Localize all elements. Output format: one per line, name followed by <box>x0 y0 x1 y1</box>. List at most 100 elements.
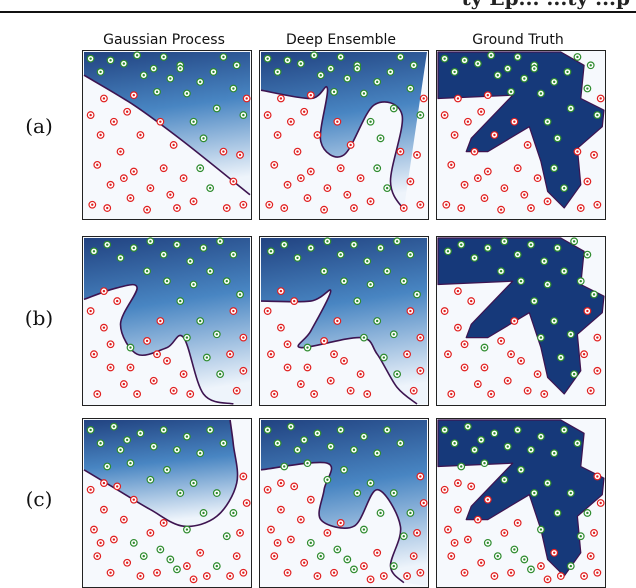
negative-point-b-deep-ensemble-13 <box>356 370 365 379</box>
positive-point-a-gaussian-process-3 <box>119 59 128 68</box>
positive-point-a-ground-truth-15 <box>543 117 552 126</box>
negative-point-c-gaussian-process-22 <box>159 519 168 527</box>
negative-point-b-deep-ensemble-23 <box>277 287 285 296</box>
positive-point-b-gaussian-process-7 <box>186 257 195 266</box>
negative-point-c-ground-truth-6 <box>477 558 486 567</box>
positive-point-a-gaussian-process-14 <box>232 61 241 70</box>
positive-point-b-ground-truth-3 <box>483 244 492 252</box>
negative-point-a-ground-truth-23 <box>593 200 602 209</box>
negative-point-b-ground-truth-13 <box>533 370 542 379</box>
positive-point-b-ground-truth-8 <box>553 244 562 252</box>
positive-point-c-gaussian-process-12 <box>126 459 135 468</box>
column-title-gaussian-process: Gaussian Process <box>103 32 225 48</box>
positive-point-b-gaussian-process-8 <box>199 244 208 252</box>
negative-point-b-gaussian-process-20 <box>106 340 115 349</box>
negative-point-a-gaussian-process-21 <box>219 147 228 156</box>
positive-point-a-deep-ensemble-20 <box>373 164 382 173</box>
negative-point-a-ground-truth-16 <box>533 174 542 183</box>
negative-point-a-ground-truth-27 <box>473 174 482 183</box>
positive-point-a-gaussian-process-20 <box>196 164 205 173</box>
negative-point-a-gaussian-process-23 <box>239 200 248 209</box>
positive-point-b-ground-truth-2 <box>470 254 479 262</box>
negative-point-c-ground-truth-8 <box>507 568 515 577</box>
positive-point-b-ground-truth-17 <box>590 290 598 299</box>
positive-point-c-ground-truth-10 <box>560 426 569 434</box>
negative-point-c-deep-ensemble-1 <box>277 505 285 514</box>
negative-point-a-gaussian-process-7 <box>129 167 138 176</box>
negative-point-b-gaussian-process-18 <box>239 366 248 375</box>
positive-point-a-ground-truth-20 <box>550 164 559 173</box>
positive-point-c-ground-truth-25 <box>520 555 529 564</box>
positive-point-b-deep-ensemble-16 <box>399 277 408 286</box>
positive-point-c-gaussian-process-4 <box>136 429 145 438</box>
positive-point-a-deep-ensemble-21 <box>383 184 392 193</box>
positive-point-b-ground-truth-5 <box>513 250 522 259</box>
positive-point-c-ground-truth-3 <box>477 436 486 444</box>
negative-point-c-gaussian-process-5 <box>106 568 115 577</box>
negative-point-b-ground-truth-5 <box>447 390 456 398</box>
positive-point-c-deep-ensemble-19 <box>399 532 408 541</box>
positive-point-b-deep-ensemble-18 <box>373 317 382 325</box>
positive-point-a-gaussian-process-18 <box>229 84 238 93</box>
positive-point-b-ground-truth-21 <box>570 370 579 379</box>
negative-point-a-deep-ensemble-14 <box>343 190 352 199</box>
positive-point-b-ground-truth-10 <box>583 250 592 259</box>
negative-point-a-gaussian-process-20 <box>129 91 138 100</box>
positive-point-c-deep-ensemble-3 <box>300 436 309 444</box>
positive-point-c-ground-truth-15 <box>530 489 539 497</box>
negative-point-a-ground-truth-19 <box>523 141 532 149</box>
positive-point-b-deep-ensemble-22 <box>303 343 312 352</box>
positive-point-c-deep-ensemble-6 <box>336 426 345 434</box>
negative-point-b-ground-truth-4 <box>473 380 482 388</box>
negative-point-a-ground-truth-9 <box>513 164 522 173</box>
negative-point-a-deep-ensemble-6 <box>293 147 302 156</box>
negative-point-b-gaussian-process-0 <box>86 307 95 315</box>
negative-point-b-deep-ensemble-7 <box>326 376 335 385</box>
positive-point-a-deep-ensemble-1 <box>283 56 292 65</box>
positive-point-a-deep-ensemble-16 <box>376 134 385 143</box>
negative-point-c-gaussian-process-13 <box>196 548 205 557</box>
positive-point-a-ground-truth-0 <box>440 54 449 63</box>
negative-point-a-gaussian-process-27 <box>119 174 128 183</box>
negative-point-b-gaussian-process-19 <box>232 386 241 395</box>
positive-point-c-gaussian-process-8 <box>183 432 191 441</box>
negative-point-b-gaussian-process-16 <box>239 333 248 342</box>
positive-point-a-ground-truth-11 <box>550 77 559 86</box>
negative-point-b-gaussian-process-21 <box>126 363 135 372</box>
positive-point-b-gaussian-process-22 <box>126 343 135 352</box>
positive-point-c-ground-truth-1 <box>450 439 459 448</box>
negative-point-b-deep-ensemble-0 <box>263 307 272 315</box>
positive-point-b-ground-truth-9 <box>570 237 579 246</box>
positive-point-c-ground-truth-6 <box>513 426 522 434</box>
positive-point-c-gaussian-process-7 <box>173 445 181 454</box>
negative-point-a-gaussian-process-6 <box>116 147 125 156</box>
negative-point-a-deep-ensemble-5 <box>283 180 292 189</box>
negative-point-b-gaussian-process-1 <box>100 323 108 332</box>
negative-point-c-gaussian-process-4 <box>93 552 102 561</box>
negative-point-a-ground-truth-0 <box>440 111 449 119</box>
negative-point-b-gaussian-process-3 <box>106 363 115 372</box>
positive-point-b-ground-truth-6 <box>527 240 535 249</box>
negative-point-a-gaussian-process-2 <box>109 117 118 126</box>
positive-point-b-gaussian-process-16 <box>222 277 231 286</box>
negative-point-a-deep-ensemble-10 <box>265 200 274 209</box>
positive-point-b-gaussian-process-15 <box>206 267 215 276</box>
panel-frame <box>82 50 252 220</box>
positive-point-c-ground-truth-23 <box>493 552 502 561</box>
negative-point-c-ground-truth-15 <box>586 552 595 561</box>
positive-point-c-ground-truth-26 <box>527 565 535 574</box>
negative-point-c-ground-truth-5 <box>460 568 469 577</box>
negative-point-c-gaussian-process-1 <box>100 505 108 514</box>
negative-point-a-gaussian-process-17 <box>136 131 145 139</box>
negative-point-c-gaussian-process-17 <box>236 528 244 537</box>
positive-point-a-deep-ensemble-14 <box>409 61 418 70</box>
positive-point-a-deep-ensemble-18 <box>406 84 415 93</box>
positive-point-b-deep-ensemble-11 <box>320 267 328 276</box>
panel-frame <box>436 236 606 406</box>
negative-point-b-deep-ensemble-6 <box>310 390 319 398</box>
negative-point-b-ground-truth-6 <box>487 390 496 398</box>
negative-point-b-deep-ensemble-22 <box>330 350 338 359</box>
negative-point-c-ground-truth-22 <box>513 519 522 527</box>
negative-point-b-deep-ensemble-9 <box>320 337 328 345</box>
negative-point-a-gaussian-process-24 <box>222 204 231 212</box>
